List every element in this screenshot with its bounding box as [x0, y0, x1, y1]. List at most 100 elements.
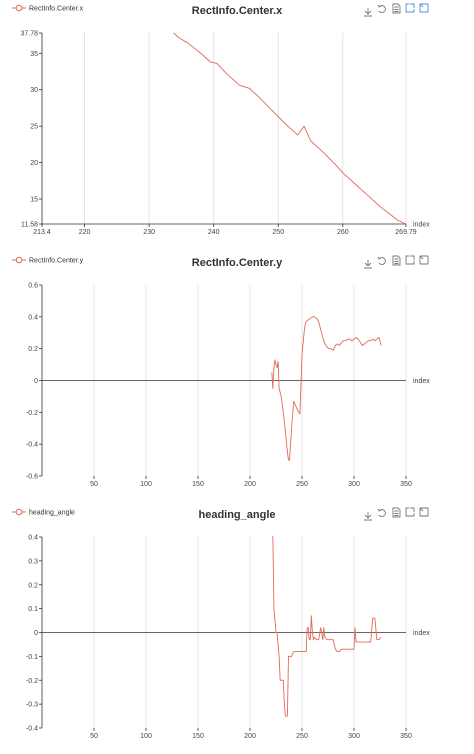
x-tick-label: 100 [140, 733, 152, 740]
series-line [271, 316, 382, 461]
chart-title: heading_angle [198, 509, 275, 521]
x-tick-label: 350 [400, 733, 412, 740]
x-tick-label: 50 [90, 733, 98, 740]
x-tick-label: 300 [348, 481, 360, 488]
legend-label: heading_angle [29, 510, 75, 517]
y-tick-label: -0.4 [26, 442, 38, 449]
x-tick-label: 260 [337, 229, 349, 236]
data-view-icon[interactable] [392, 255, 401, 266]
y-tick-label: 15 [30, 197, 38, 204]
y-tick-label: 0.2 [28, 582, 38, 589]
data-points [272, 317, 381, 460]
y-tick-label: -0.2 [26, 410, 38, 417]
refresh-icon [377, 508, 386, 517]
x-axis-label: index [413, 222, 430, 229]
x-tick-label: 269.79 [395, 229, 417, 236]
toolbar [364, 3, 429, 17]
data-points [174, 33, 406, 224]
x-tick-label: 150 [192, 733, 204, 740]
x-tick-label: 300 [348, 733, 360, 740]
x-tick-label: 150 [192, 481, 204, 488]
refresh-icon [377, 256, 386, 265]
legend[interactable]: RectInfo.Center.y [12, 256, 84, 265]
data-view-icon [392, 3, 401, 14]
data-view-icon [392, 255, 401, 266]
legend-marker [15, 256, 23, 264]
x-tick-label: 250 [296, 481, 308, 488]
x-axis-label: index [413, 630, 430, 637]
zoom-reset-icon [419, 255, 429, 265]
y-tick-label: 0.4 [28, 314, 38, 321]
y-tick-label: 11.58 [21, 222, 38, 229]
zoom-icon [405, 507, 415, 517]
chart-title: RectInfo.Center.x [192, 5, 283, 17]
data-view-icon[interactable] [392, 3, 401, 14]
data-view-icon[interactable] [392, 507, 401, 518]
refresh-icon[interactable] [377, 508, 386, 517]
chart-heading-angle: heading_angle heading_angle 50 100 150 200 250… [12, 507, 430, 740]
refresh-icon[interactable] [377, 4, 386, 13]
zoom-reset-icon[interactable] [419, 255, 429, 265]
refresh-icon[interactable] [377, 256, 386, 265]
x-axis-label: index [413, 378, 430, 385]
x-tick-label: 200 [244, 733, 256, 740]
zoom-icon[interactable] [405, 507, 415, 517]
zoom-reset-icon [419, 3, 429, 13]
legend[interactable]: RectInfo.Center.x [12, 4, 84, 13]
y-tick-label: -0.2 [26, 678, 38, 685]
y-tick-label: -0.3 [26, 702, 38, 709]
y-tick-label: 0.6 [28, 283, 38, 290]
legend-marker [15, 4, 23, 12]
x-tick-label: 50 [90, 481, 98, 488]
legend-label: RectInfo.Center.x [29, 6, 84, 13]
y-tick-label: 0 [34, 630, 38, 637]
chart-center-y: RectInfo.Center.y RectInfo.Center.y 50 100 1… [12, 255, 430, 488]
x-tick-label: 100 [140, 481, 152, 488]
y-tick-label: 30 [30, 87, 38, 94]
y-tick-label: 25 [30, 124, 38, 131]
toolbar [364, 507, 429, 521]
y-tick-label: 0.4 [28, 535, 38, 542]
x-tick-label: 250 [272, 229, 284, 236]
zoom-reset-icon [419, 507, 429, 517]
x-tick-label: 230 [143, 229, 155, 236]
x-tick-label: 220 [79, 229, 91, 236]
y-tick-label: -0.1 [26, 654, 38, 661]
zoom-reset-icon[interactable] [419, 507, 429, 517]
refresh-icon [377, 4, 386, 13]
y-tick-label: 0.2 [28, 346, 38, 353]
chart-title: RectInfo.Center.y [192, 257, 283, 269]
toolbar [364, 255, 429, 269]
y-tick-label: 37.78 [20, 31, 38, 38]
y-tick-label: 0 [34, 378, 38, 385]
chart-center-x: RectInfo.Center.x RectInfo.Center.x 213.4 2… [12, 3, 430, 236]
y-tick-label: 35 [30, 51, 38, 58]
y-tick-label: 20 [30, 160, 38, 167]
x-tick-label: 213.4 [33, 229, 51, 236]
legend-marker [15, 508, 23, 516]
download-icon [364, 8, 372, 17]
legend[interactable]: heading_angle [12, 508, 75, 517]
series-line [271, 536, 382, 717]
series-line [173, 32, 407, 225]
download-icon[interactable] [364, 260, 372, 269]
x-tick-label: 250 [296, 733, 308, 740]
download-icon [364, 512, 372, 521]
x-tick-label: 200 [244, 481, 256, 488]
y-tick-label: -0.6 [26, 474, 38, 481]
zoom-icon[interactable] [405, 255, 415, 265]
x-tick-label: 240 [208, 229, 220, 236]
download-icon[interactable] [364, 512, 372, 521]
zoom-icon [405, 255, 415, 265]
x-tick-label: 350 [400, 481, 412, 488]
y-tick-label: 0.3 [28, 558, 38, 565]
zoom-reset-icon[interactable] [419, 3, 429, 13]
y-tick-label: -0.4 [26, 726, 38, 733]
data-view-icon [392, 507, 401, 518]
y-tick-label: 0.1 [28, 606, 38, 613]
zoom-icon[interactable] [405, 3, 415, 13]
legend-label: RectInfo.Center.y [29, 258, 84, 265]
zoom-icon [405, 3, 415, 13]
download-icon[interactable] [364, 8, 372, 17]
